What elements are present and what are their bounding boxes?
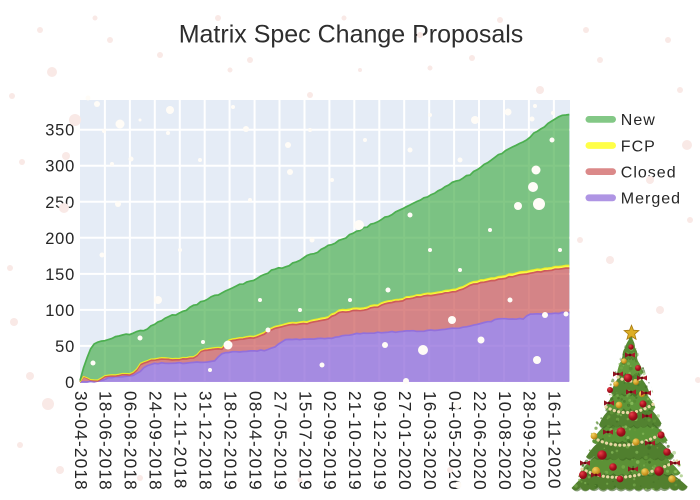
svg-text:16-03-2020: 16-03-2020: [420, 391, 440, 491]
svg-text:22-06-2020: 22-06-2020: [470, 391, 490, 491]
svg-text:27-05-2019: 27-05-2019: [270, 391, 290, 491]
svg-text:09-12-2019: 09-12-2019: [370, 391, 390, 491]
svg-text:04-05-2020: 04-05-2020: [445, 391, 465, 491]
svg-text:300: 300: [45, 158, 75, 176]
svg-text:18-06-2018: 18-06-2018: [96, 391, 116, 491]
svg-text:08-04-2019: 08-04-2019: [245, 391, 265, 491]
svg-text:15-07-2019: 15-07-2019: [295, 391, 315, 491]
svg-text:31-12-2018: 31-12-2018: [196, 391, 216, 491]
svg-text:21-10-2019: 21-10-2019: [345, 391, 365, 491]
svg-text:02-09-2019: 02-09-2019: [320, 391, 340, 491]
svg-text:New: New: [621, 112, 656, 129]
svg-text:100: 100: [45, 302, 75, 320]
svg-text:Matrix Spec Change Proposals: Matrix Spec Change Proposals: [179, 21, 524, 49]
svg-text:Closed: Closed: [621, 164, 677, 181]
svg-text:Merged: Merged: [621, 191, 681, 208]
svg-text:30-04-2018: 30-04-2018: [71, 391, 91, 491]
svg-text:FCP: FCP: [621, 138, 656, 155]
svg-text:12-11-2018: 12-11-2018: [171, 391, 191, 490]
svg-text:350: 350: [45, 122, 75, 140]
svg-text:10-08-2020: 10-08-2020: [495, 391, 515, 491]
svg-text:06-08-2018: 06-08-2018: [121, 391, 141, 491]
svg-text:200: 200: [45, 230, 75, 248]
svg-text:16-11-2020: 16-11-2020: [545, 391, 565, 490]
svg-text:50: 50: [55, 338, 75, 356]
svg-text:24-09-2018: 24-09-2018: [146, 391, 166, 491]
svg-text:27-01-2020: 27-01-2020: [395, 391, 415, 491]
svg-text:0: 0: [65, 374, 75, 392]
svg-text:28-09-2020: 28-09-2020: [520, 391, 540, 491]
svg-text:150: 150: [45, 266, 75, 284]
svg-text:18-02-2019: 18-02-2019: [220, 391, 240, 491]
